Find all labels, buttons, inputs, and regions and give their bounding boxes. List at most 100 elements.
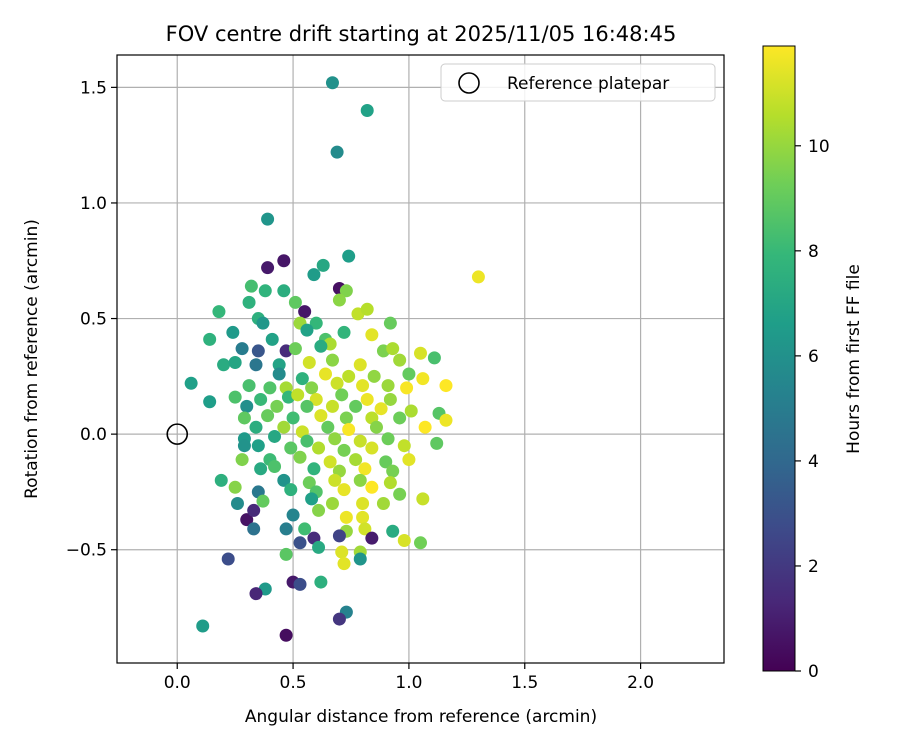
data-point bbox=[286, 508, 300, 522]
data-point bbox=[332, 612, 346, 626]
colorbar bbox=[762, 45, 796, 672]
data-point bbox=[325, 76, 339, 90]
data-point bbox=[302, 476, 316, 490]
y-tick-label: 1.0 bbox=[80, 194, 107, 214]
data-point bbox=[228, 480, 242, 494]
x-axis-label: Angular distance from reference (arcmin) bbox=[245, 707, 597, 727]
data-point bbox=[230, 496, 244, 510]
data-point bbox=[325, 399, 339, 413]
colorbar-ticks: 0 2 4 6 8 10 bbox=[795, 137, 830, 682]
data-point bbox=[393, 353, 407, 367]
data-point bbox=[325, 353, 339, 367]
y-tick-label: 0.0 bbox=[80, 425, 107, 445]
data-point bbox=[369, 420, 383, 434]
data-point bbox=[321, 420, 335, 434]
data-point bbox=[184, 376, 198, 390]
data-point bbox=[414, 346, 427, 360]
data-point bbox=[221, 552, 235, 566]
data-point bbox=[360, 103, 374, 117]
data-point bbox=[293, 536, 307, 550]
data-point bbox=[293, 577, 307, 591]
data-point bbox=[337, 557, 351, 571]
data-point bbox=[203, 332, 217, 346]
legend: Reference platepar bbox=[440, 63, 716, 102]
data-point bbox=[237, 439, 251, 453]
data-point bbox=[196, 619, 210, 633]
data-point bbox=[261, 409, 275, 423]
data-point bbox=[397, 439, 411, 453]
data-point bbox=[277, 420, 291, 434]
colorbar-tick-label: 8 bbox=[808, 242, 819, 262]
y-tick-label: −0.5 bbox=[66, 541, 107, 561]
data-point bbox=[358, 462, 372, 476]
data-point bbox=[244, 279, 258, 293]
data-point bbox=[240, 513, 254, 527]
data-point bbox=[332, 293, 346, 307]
data-point bbox=[316, 258, 330, 272]
data-point bbox=[265, 332, 279, 346]
data-point bbox=[272, 367, 286, 381]
data-point bbox=[235, 453, 249, 467]
data-point bbox=[284, 483, 298, 497]
data-point bbox=[249, 587, 263, 601]
data-point bbox=[309, 316, 323, 330]
data-point bbox=[397, 533, 411, 547]
data-point bbox=[323, 455, 337, 469]
data-point bbox=[279, 547, 293, 561]
data-point bbox=[251, 439, 265, 453]
data-point bbox=[342, 423, 356, 437]
data-point bbox=[268, 429, 282, 443]
data-point bbox=[314, 575, 328, 589]
legend-label: Reference platepar bbox=[507, 74, 669, 94]
data-point bbox=[298, 305, 312, 319]
reference-platepar-marker bbox=[166, 423, 189, 445]
data-point bbox=[386, 524, 400, 538]
data-point bbox=[374, 402, 388, 416]
colorbar-tick-label: 10 bbox=[808, 137, 830, 157]
data-point bbox=[237, 411, 251, 425]
colorbar-tick-label: 0 bbox=[808, 662, 819, 682]
data-point bbox=[300, 399, 314, 413]
data-point bbox=[261, 261, 275, 275]
data-point bbox=[335, 545, 349, 559]
data-point bbox=[402, 367, 416, 381]
data-point bbox=[247, 522, 261, 536]
data-point bbox=[365, 480, 379, 494]
data-point bbox=[381, 432, 395, 446]
data-point bbox=[279, 628, 293, 642]
data-point bbox=[272, 358, 286, 372]
data-point bbox=[353, 358, 367, 372]
data-point bbox=[353, 552, 367, 566]
colorbar-label: Hours from first FF file bbox=[844, 264, 864, 454]
data-point bbox=[214, 473, 228, 487]
data-point bbox=[342, 369, 356, 383]
data-point bbox=[235, 342, 249, 356]
data-point bbox=[367, 369, 381, 383]
data-point bbox=[393, 411, 407, 425]
data-point bbox=[379, 455, 393, 469]
data-point bbox=[365, 328, 379, 342]
data-point bbox=[226, 325, 240, 339]
data-point bbox=[295, 372, 309, 386]
data-point bbox=[314, 339, 328, 353]
data-point bbox=[319, 367, 333, 381]
data-point bbox=[349, 399, 363, 413]
data-point bbox=[365, 441, 379, 455]
data-point bbox=[386, 464, 400, 478]
data-point bbox=[328, 432, 342, 446]
data-point bbox=[356, 496, 370, 510]
data-point bbox=[335, 388, 349, 402]
data-point bbox=[302, 355, 316, 369]
data-point bbox=[356, 379, 370, 393]
data-point bbox=[414, 536, 427, 550]
data-point bbox=[330, 145, 344, 159]
data-point bbox=[300, 323, 314, 337]
data-point bbox=[270, 399, 284, 413]
x-tick-label: 1.0 bbox=[395, 673, 422, 693]
chart-title: FOV centre drift starting at 2025/11/05 … bbox=[166, 22, 677, 46]
data-point bbox=[309, 392, 323, 406]
data-point bbox=[416, 492, 430, 506]
data-point bbox=[305, 381, 319, 395]
data-point bbox=[203, 395, 217, 409]
